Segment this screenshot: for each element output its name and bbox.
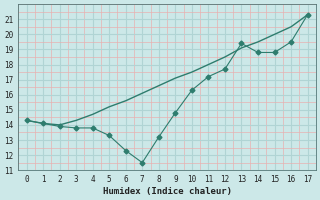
X-axis label: Humidex (Indice chaleur): Humidex (Indice chaleur) (102, 187, 232, 196)
